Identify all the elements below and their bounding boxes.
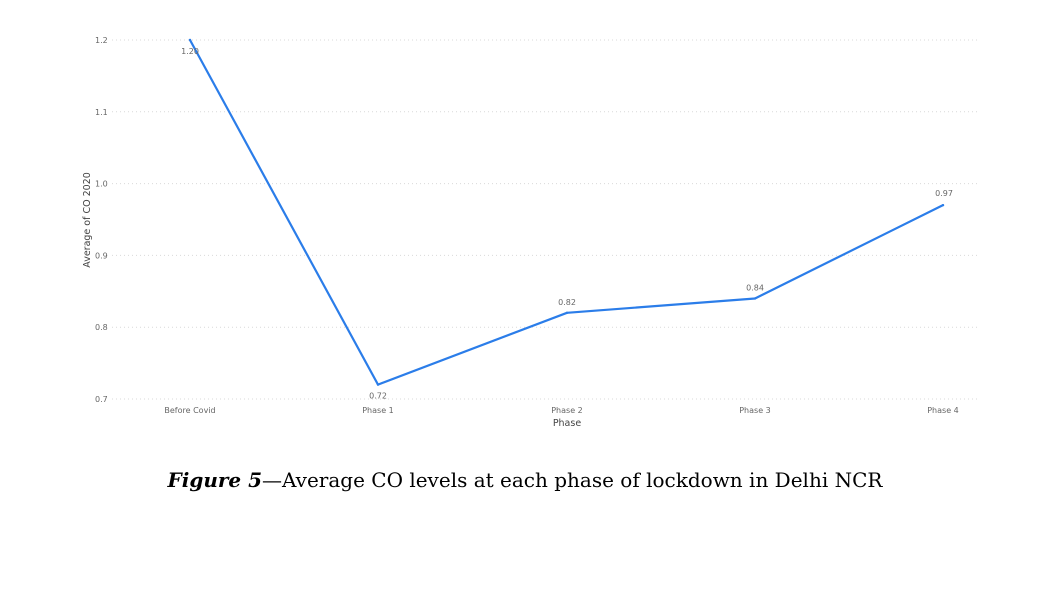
figure-caption-lead: Figure 5 — [167, 468, 263, 492]
x-axis-title: Phase — [553, 418, 582, 429]
data-label: 0.84 — [746, 283, 764, 292]
data-label: 0.82 — [558, 298, 576, 307]
x-tick-label: Before Covid — [164, 406, 215, 415]
data-label: 1.20 — [181, 47, 199, 56]
figure-caption: Figure 5—Average CO levels at each phase… — [0, 468, 1050, 492]
data-label: 0.97 — [935, 189, 953, 198]
data-label: 0.72 — [369, 392, 387, 401]
y-tick-label: 1.2 — [95, 36, 108, 45]
x-tick-label: Phase 2 — [551, 406, 583, 415]
series-layer — [188, 38, 945, 386]
x-tick-label: Phase 1 — [362, 406, 394, 415]
series-line — [188, 38, 945, 386]
data-point — [753, 297, 757, 300]
y-tick-label: 0.9 — [95, 251, 108, 260]
figure-caption-text: —Average CO levels at each phase of lock… — [262, 468, 883, 492]
y-tick-label: 0.7 — [95, 395, 108, 404]
x-tick-label: Phase 3 — [739, 406, 771, 415]
x-axis-ticks: Before Covid Phase 1 Phase 2 Phase 3 Phase 4 — [164, 406, 958, 415]
data-point — [376, 383, 380, 386]
data-point — [565, 311, 569, 315]
x-tick-label: Phase 4 — [927, 406, 959, 415]
data-point — [188, 38, 192, 42]
y-axis-ticks: 0.7 0.8 0.9 1.0 1.1 1.2 — [95, 36, 108, 404]
y-tick-label: 0.8 — [95, 323, 108, 332]
data-point — [941, 203, 945, 207]
y-tick-label: 1.0 — [95, 180, 108, 189]
line-chart: 0.7 0.8 0.9 1.0 1.1 1.2 Before Covid Phase 1 Ph… — [82, 36, 978, 429]
y-axis-title: Average of CO 2020 — [82, 172, 93, 268]
gridlines — [112, 39, 978, 400]
y-tick-label: 1.1 — [95, 108, 108, 117]
data-labels: 1.20 0.72 0.82 0.84 0.97 — [181, 47, 953, 401]
